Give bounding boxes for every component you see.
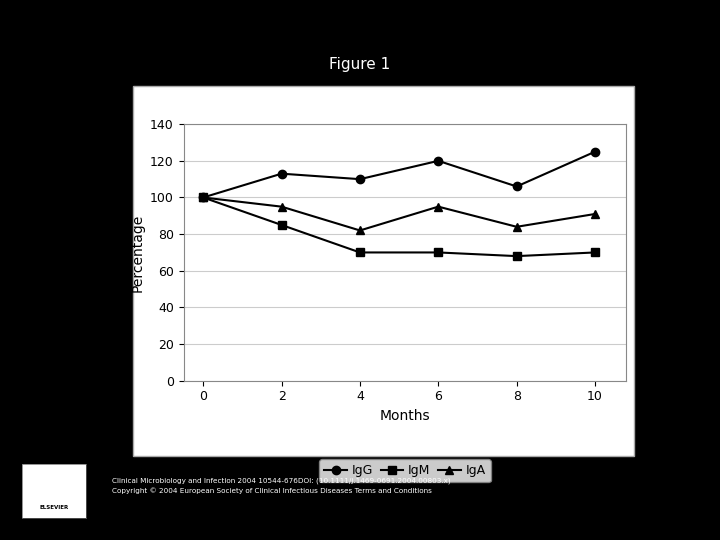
Line: IgM: IgM — [199, 193, 599, 260]
IgA — [199, 194, 207, 201]
IgM — [513, 253, 521, 259]
IgM — [277, 222, 286, 228]
Text: ELSEVIER: ELSEVIER — [40, 505, 68, 510]
IgA — [434, 204, 443, 210]
IgM — [199, 194, 207, 201]
Y-axis label: Percentage: Percentage — [130, 213, 145, 292]
IgG — [513, 183, 521, 190]
Text: Clinical Microbiology and Infection 2004 10544-676DOI: (10.1111/j.1469-0691.2004: Clinical Microbiology and Infection 2004… — [112, 478, 450, 484]
IgM — [356, 249, 364, 256]
IgG — [356, 176, 364, 183]
IgG — [434, 158, 443, 164]
Text: Copyright © 2004 European Society of Clinical Infectious Diseases Terms and Cond: Copyright © 2004 European Society of Cli… — [112, 487, 431, 494]
Legend: IgG, IgM, IgA: IgG, IgM, IgA — [319, 459, 491, 482]
IgM — [434, 249, 443, 256]
IgA — [590, 211, 599, 217]
IgA — [513, 224, 521, 230]
Line: IgG: IgG — [199, 147, 599, 201]
IgM — [590, 249, 599, 256]
IgA — [277, 204, 286, 210]
IgA — [356, 227, 364, 234]
IgG — [199, 194, 207, 201]
IgG — [277, 171, 286, 177]
Text: Figure 1: Figure 1 — [329, 57, 391, 72]
X-axis label: Months: Months — [379, 409, 431, 423]
IgG — [590, 148, 599, 155]
Line: IgA: IgA — [199, 193, 599, 235]
